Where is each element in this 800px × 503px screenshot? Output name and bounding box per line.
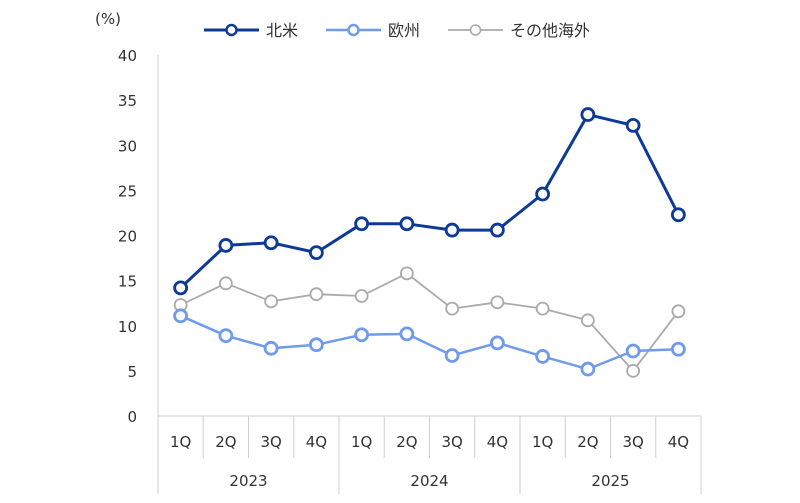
- data-point: [489, 335, 505, 351]
- y-tick-label: 15: [118, 273, 137, 291]
- data-point: [309, 287, 324, 302]
- series-line: [180, 314, 679, 371]
- data-point: [626, 363, 641, 378]
- x-tick-label: 2Q: [577, 433, 598, 451]
- data-point: [444, 348, 460, 363]
- data-point: [625, 343, 641, 359]
- legend-item: 欧州: [326, 21, 420, 40]
- data-point: [535, 186, 551, 202]
- data-point: [218, 238, 234, 253]
- x-tick-label: 4Q: [487, 433, 508, 451]
- data-point: [535, 301, 550, 316]
- series-north-america: [173, 107, 686, 296]
- series-layer: [173, 107, 686, 378]
- data-point: [308, 337, 324, 353]
- x-tick-label: 3Q: [260, 433, 281, 451]
- data-point: [580, 107, 596, 122]
- data-point: [354, 216, 370, 232]
- y-unit-label: (%): [95, 10, 121, 28]
- x-tick-label: 4Q: [668, 433, 689, 451]
- data-point: [399, 216, 415, 232]
- legend-marker: [225, 23, 238, 37]
- series-other-overseas: [173, 266, 686, 378]
- y-tick-label: 35: [118, 92, 137, 110]
- x-tick-label: 2Q: [215, 433, 236, 451]
- data-point: [354, 289, 369, 303]
- data-point: [173, 308, 189, 324]
- data-point: [625, 117, 641, 133]
- x-tick-label: 3Q: [622, 433, 643, 451]
- legend: 北米 欧州 その他海外: [204, 21, 590, 40]
- y-tick-label: 5: [127, 363, 137, 381]
- y-tick-label: 20: [118, 228, 137, 246]
- x-tick-label: 1Q: [170, 433, 191, 451]
- series-line: [180, 272, 680, 372]
- data-point: [218, 276, 233, 291]
- data-point: [354, 327, 370, 343]
- data-point: [308, 245, 324, 261]
- x-group-label: 2025: [591, 472, 629, 490]
- data-point: [671, 304, 686, 319]
- data-point: [670, 207, 686, 223]
- x-group-label: 2023: [229, 472, 267, 490]
- data-point: [263, 235, 279, 251]
- y-tick-label: 10: [118, 318, 137, 336]
- data-point: [670, 341, 686, 357]
- y-tick-label: 30: [118, 137, 137, 155]
- data-point: [173, 280, 189, 296]
- legend-label: 北米: [266, 21, 298, 40]
- y-tick-label: 0: [127, 408, 137, 426]
- legend-marker: [469, 24, 482, 36]
- y-tick-label: 40: [118, 47, 137, 65]
- x-tick-label: 3Q: [441, 433, 462, 451]
- legend-label: その他海外: [510, 21, 590, 40]
- legend-item: 北米: [204, 21, 298, 40]
- data-point: [490, 295, 505, 310]
- data-point: [399, 266, 414, 281]
- x-tick-label: 1Q: [532, 433, 553, 451]
- data-point: [399, 326, 415, 342]
- data-point: [445, 301, 460, 316]
- x-group-label: 2024: [410, 472, 448, 490]
- x-tick-label: 1Q: [351, 433, 372, 451]
- data-point: [218, 328, 234, 344]
- data-point: [535, 349, 551, 364]
- data-point: [489, 222, 505, 238]
- legend-item: その他海外: [448, 21, 590, 40]
- data-point: [263, 340, 279, 356]
- x-tick-label: 2Q: [396, 433, 417, 451]
- x-tick-label: 4Q: [306, 433, 327, 451]
- data-point: [264, 294, 279, 309]
- legend-marker: [347, 23, 360, 37]
- data-point: [580, 313, 595, 328]
- data-point: [580, 361, 596, 377]
- series-line: [179, 113, 680, 289]
- legend-label: 欧州: [388, 21, 420, 40]
- y-tick-label: 25: [118, 182, 137, 200]
- series-europe: [173, 308, 686, 377]
- data-point: [444, 222, 460, 238]
